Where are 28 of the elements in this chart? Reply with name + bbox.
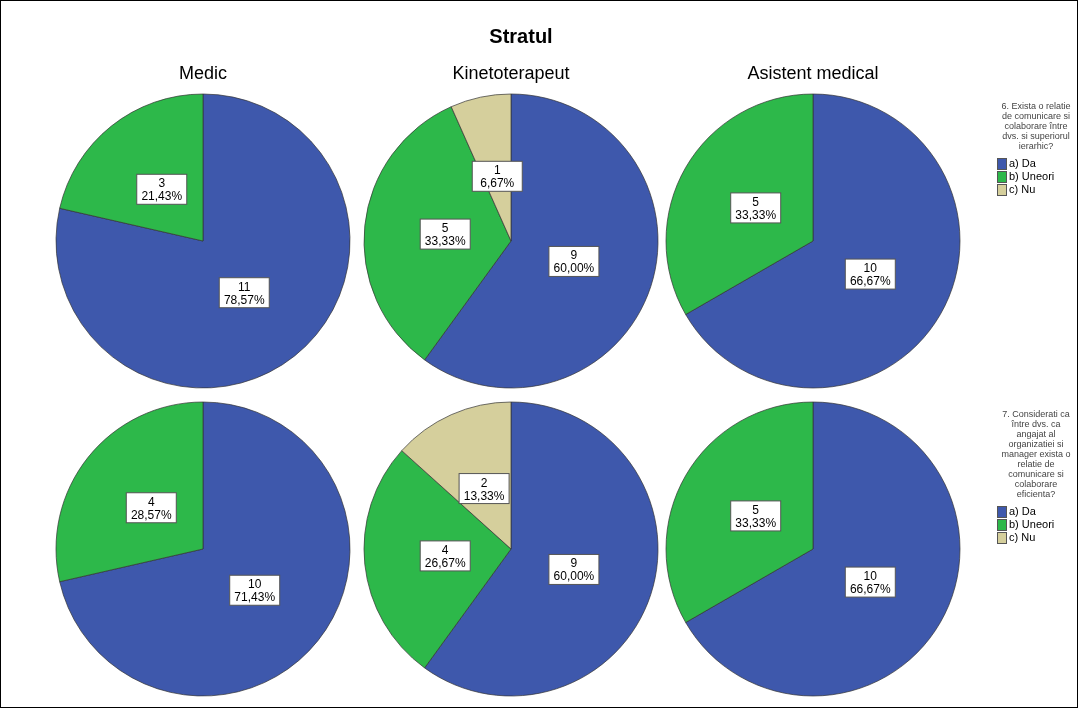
data-label: 10 71,43% [234, 577, 276, 605]
legend-label: a) Da [1009, 157, 1036, 170]
chart-title: Asistent medical [746, 63, 880, 84]
data-label: 11 78,57% [223, 279, 265, 307]
text: 7. Considerati ca între dvs. ca angajat al organizatiei si manager exista o relatie de comunicare si colaborare eficienta? [1001, 409, 1071, 499]
legend-label: c) Nu [1009, 183, 1036, 196]
legend-label: b) Uneori [1009, 518, 1055, 531]
data-label: 9 60,00% [553, 556, 595, 584]
data-label: 3 21,43% [141, 176, 183, 204]
data-label: 10 66,67% [849, 569, 891, 597]
legend-title: 6. Exista o relatie de comunicare si colaborare între dvs. si superiorul ierarhic? [1000, 101, 1072, 151]
data-label: 5 33,33% [424, 221, 466, 249]
data-label: 4 28,57% [130, 494, 172, 522]
data-label: 10 66,67% [849, 261, 891, 289]
data-label: 2 13,33% [463, 475, 505, 503]
pie-slice [59, 401, 351, 697]
legend-label: c) Nu [1009, 531, 1036, 544]
data-label: 5 33,33% [735, 502, 777, 530]
legend-label: b) Uneori [1009, 170, 1055, 183]
data-label: 5 33,33% [735, 194, 777, 222]
text: Stratul [488, 25, 554, 48]
data-label: 4 26,67% [424, 542, 466, 570]
chart-title: Medic [178, 63, 228, 84]
chart-title: Kinetoterapeut [451, 63, 571, 84]
legend-label: a) Da [1009, 505, 1036, 518]
data-label: 9 60,00% [553, 248, 595, 276]
pie-slice [55, 93, 351, 389]
data-label: 1 6,67% [480, 163, 515, 191]
